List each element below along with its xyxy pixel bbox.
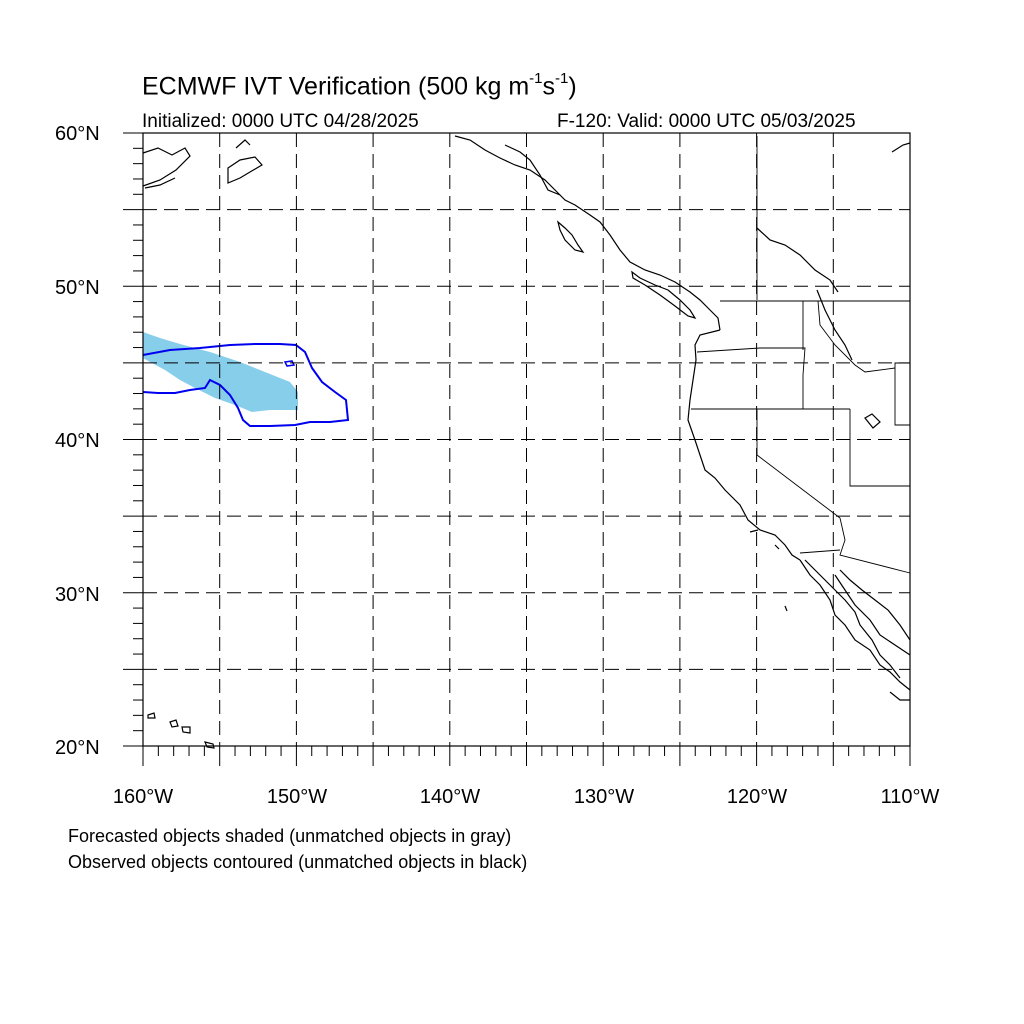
observed-note: Observed objects contoured (unmatched ob… xyxy=(68,852,528,872)
initialized-label: Initialized: 0000 UTC 04/28/2025 xyxy=(142,111,419,132)
forecast-note: Forecasted objects shaded (unmatched obj… xyxy=(68,826,512,846)
lat-label-20n: 20°N xyxy=(55,737,100,759)
lat-label-30n: 30°N xyxy=(55,584,100,606)
observed-ivt-contour xyxy=(142,343,350,427)
lat-label-60n: 60°N xyxy=(55,123,100,145)
axis-ticks xyxy=(123,132,911,766)
lon-label-110w: 110°W xyxy=(880,786,940,808)
map-title: ECMWF IVT Verification (500 kg m-1s-1) xyxy=(142,70,577,101)
map-frame xyxy=(142,132,911,747)
lat-label-40n: 40°N xyxy=(55,430,100,452)
lat-lon-grid xyxy=(143,133,910,746)
valid-time-label: F-120: Valid: 0000 UTC 05/03/2025 xyxy=(557,111,856,132)
lon-label-150w: 150°W xyxy=(266,786,328,808)
coastlines xyxy=(142,135,911,749)
lat-label-50n: 50°N xyxy=(55,277,100,299)
lon-label-160w: 160°W xyxy=(112,786,174,808)
political-boundaries xyxy=(691,136,911,574)
observed-small-contour xyxy=(283,360,296,367)
lon-label-140w: 140°W xyxy=(419,786,481,808)
forecast-ivt-object xyxy=(143,332,298,412)
lon-label-130w: 130°W xyxy=(573,786,635,808)
lon-label-120w: 120°W xyxy=(726,786,788,808)
